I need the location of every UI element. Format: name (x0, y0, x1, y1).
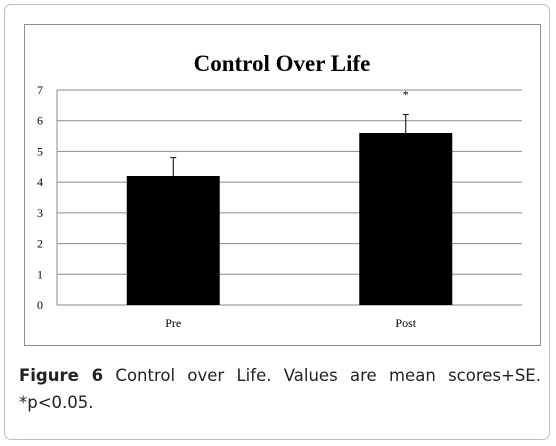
x-category-label: Pre (165, 316, 181, 330)
chart-title: Control Over Life (194, 51, 371, 76)
y-tick-label: 4 (37, 175, 43, 189)
y-tick-label: 7 (37, 83, 43, 97)
significance-marker: * (403, 88, 409, 102)
y-tick-label: 6 (37, 114, 43, 128)
figure-label: Figure 6 (19, 366, 104, 385)
figure-caption: Figure 6 Control over Life. Values are m… (19, 362, 541, 416)
bar-pre (126, 176, 220, 305)
chart-area: Control Over Life 0 1 2 3 4 5 6 7 * Pre Post (24, 24, 541, 346)
bar-chart: Control Over Life 0 1 2 3 4 5 6 7 * Pre Post (37, 51, 522, 330)
y-axis-ticks: 0 1 2 3 4 5 6 7 (37, 83, 43, 312)
bars: * (126, 88, 453, 305)
y-tick-label: 0 (37, 298, 43, 312)
x-axis-categories: Pre Post (165, 316, 417, 330)
bar-post (359, 133, 453, 305)
y-tick-label: 1 (37, 267, 43, 281)
caption-text: Control over Life. Values are mean score… (19, 366, 541, 412)
y-tick-label: 5 (37, 144, 43, 158)
figure-frame: Control Over Life 0 1 2 3 4 5 6 7 * Pre Post Fig… (4, 4, 550, 440)
y-tick-label: 3 (37, 206, 43, 220)
y-tick-label: 2 (37, 237, 43, 251)
x-category-label: Post (395, 316, 416, 330)
